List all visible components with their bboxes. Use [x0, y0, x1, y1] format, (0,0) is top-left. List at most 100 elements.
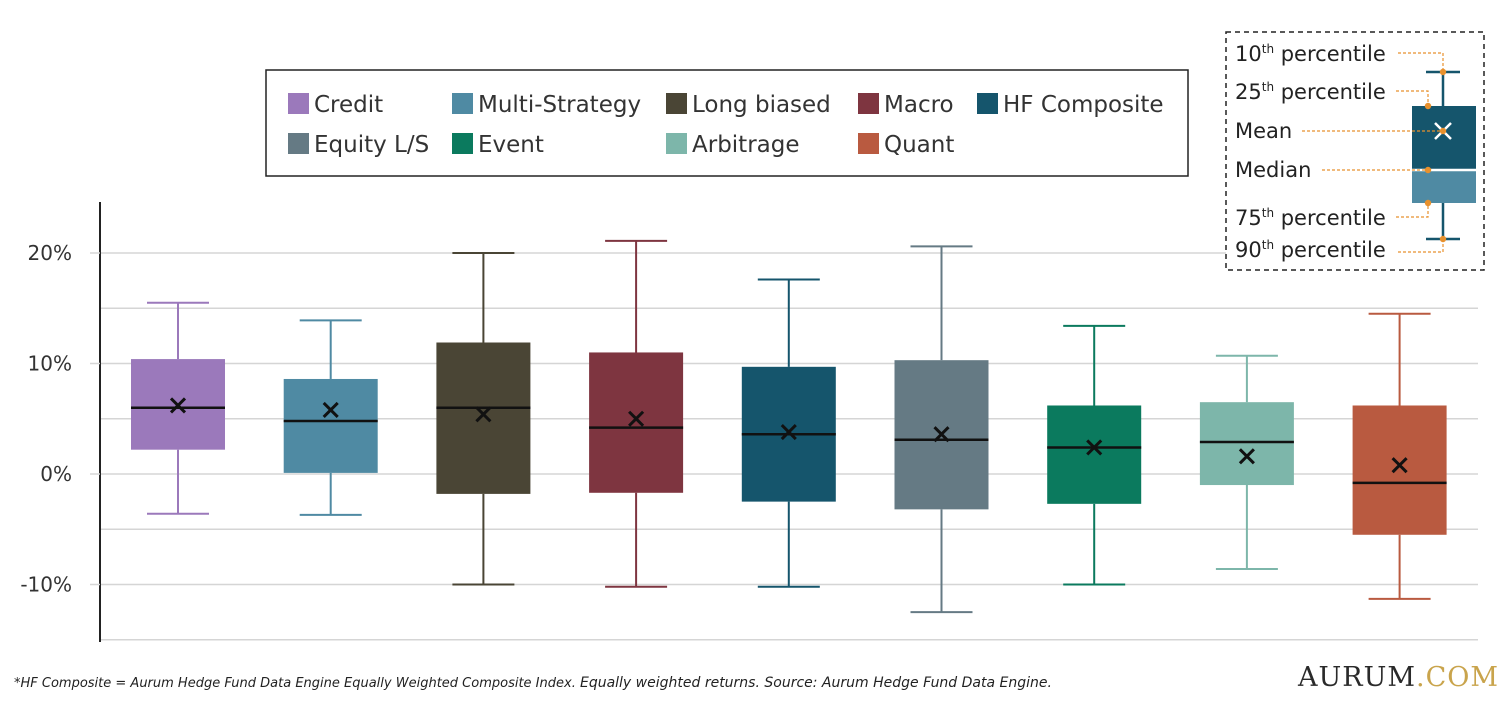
legend-item: Credit — [288, 92, 383, 118]
footnote-part2: Equally weighted returns. Source: Aurum … — [579, 675, 1052, 691]
box-equity-l-s — [894, 245, 989, 614]
key-label-number: 10 — [1235, 42, 1262, 66]
y-axis: 20% 10% 0% -10% — [20, 202, 101, 642]
mean-marker — [169, 397, 187, 414]
key-label-text: Mean — [1235, 119, 1292, 143]
legend-label: Long biased — [692, 92, 831, 118]
legend-label: Macro — [884, 92, 954, 118]
legend-label: Quant — [884, 132, 954, 158]
key-leader-line — [1398, 239, 1444, 253]
key-label-text: 10th percentile — [1235, 42, 1386, 66]
legend-swatch — [288, 93, 309, 114]
legend-label: HF Composite — [1003, 92, 1164, 118]
legend-item: Arbitrage — [666, 132, 800, 158]
key-label-median: Median — [1235, 158, 1432, 182]
box-iqr — [436, 342, 531, 494]
brand-logo: AURUM.COM — [1298, 662, 1499, 693]
legend-label: Arbitrage — [692, 132, 800, 158]
y-tick-label: 20% — [28, 241, 72, 265]
mean-marker — [475, 406, 492, 423]
box-event — [1047, 324, 1142, 586]
legend-item: Equity L/S — [288, 132, 429, 158]
key-label-p75: 75th percentile — [1235, 199, 1432, 230]
legend-swatch — [666, 133, 687, 154]
legend-item: Long biased — [666, 92, 831, 118]
key-label-rest: percentile — [1274, 206, 1386, 230]
y-tick-label: 0% — [40, 462, 72, 486]
box-hf-composite — [741, 278, 836, 588]
key-label-number: 25 — [1235, 80, 1262, 104]
legend-item: HF Composite — [977, 92, 1164, 118]
key-label-rest: percentile — [1274, 238, 1386, 262]
mean-marker — [322, 401, 339, 418]
key-leader-dot — [1424, 166, 1432, 174]
legend-swatch — [666, 93, 687, 114]
key-label-rest: percentile — [1274, 80, 1386, 104]
brand-suffix: .COM — [1415, 662, 1500, 693]
footnote-part1: *HF Composite = Aurum Hedge Fund Data En… — [14, 676, 580, 691]
box-long-biased — [436, 252, 531, 586]
key-label-text: 90th percentile — [1235, 238, 1386, 262]
boxes — [131, 239, 1447, 614]
box-macro — [589, 239, 684, 588]
key-leader-line — [1398, 52, 1444, 72]
key-label-text: Median — [1235, 158, 1311, 182]
key-leader-dot — [1424, 199, 1432, 207]
legend-swatch — [452, 93, 473, 114]
legend-swatch — [977, 93, 998, 114]
box-quant — [1352, 312, 1447, 600]
mean-marker — [1086, 439, 1103, 456]
box-iqr — [283, 378, 378, 473]
key-label-number: 75 — [1235, 206, 1262, 230]
key-leader-line — [1396, 90, 1429, 106]
legend: Credit Multi-Strategy Long biased Macro HF C… — [265, 69, 1189, 177]
legend-swatch — [452, 133, 473, 154]
key-box-lower — [1412, 170, 1476, 203]
key-label-superscript: th — [1262, 238, 1274, 252]
legend-swatch — [288, 133, 309, 154]
y-tick-label: -10% — [20, 573, 72, 597]
key-label-rest: percentile — [1274, 42, 1386, 66]
key-leader-line — [1396, 203, 1429, 218]
key-label-superscript: th — [1262, 206, 1274, 220]
footnote: *HF Composite = Aurum Hedge Fund Data En… — [14, 675, 1052, 691]
legend-item: Multi-Strategy — [452, 92, 641, 118]
key-leader-dot — [1439, 235, 1447, 243]
key-label-number: 90 — [1235, 238, 1262, 262]
mean-marker — [628, 410, 645, 427]
mean-marker — [1391, 457, 1408, 474]
legend-item: Quant — [858, 132, 954, 158]
key-label-text: 25th percentile — [1235, 80, 1386, 104]
legend-frame — [265, 69, 1189, 177]
key-label-p10: 10th percentile — [1235, 42, 1447, 76]
y-tick-label: 10% — [28, 352, 72, 376]
mean-marker — [780, 423, 797, 441]
legend-item: Macro — [858, 92, 954, 118]
box-credit — [131, 301, 225, 515]
legend-swatch — [858, 93, 879, 114]
box-iqr — [1047, 405, 1142, 504]
box-multi-strategy — [283, 319, 378, 516]
box-arbitrage — [1199, 354, 1294, 571]
mean-marker — [933, 426, 950, 443]
key-box-upper — [1412, 106, 1476, 170]
key-leader-dot — [1439, 68, 1447, 76]
key-label-text: 75th percentile — [1235, 206, 1386, 230]
legend-label: Credit — [314, 92, 383, 118]
box-iqr — [589, 352, 684, 493]
box-iqr — [1352, 405, 1447, 535]
box-plot-chart: 20% 10% 0% -10% Credit Multi-Strategy Long bi… — [20, 31, 1485, 642]
key-leader-dot — [1424, 102, 1432, 110]
legend-label: Equity L/S — [314, 132, 429, 158]
key-label-superscript: th — [1262, 42, 1274, 56]
mean-marker — [1238, 448, 1255, 465]
key-leader-dot — [1439, 127, 1447, 135]
brand-name: AURUM — [1298, 662, 1416, 693]
box-iqr — [1199, 402, 1294, 486]
legend-label: Multi-Strategy — [478, 92, 641, 118]
key-label-mean: Mean — [1235, 119, 1447, 143]
legend-label: Event — [478, 132, 544, 158]
legend-swatch — [858, 133, 879, 154]
key-label-p90: 90th percentile — [1235, 235, 1447, 262]
